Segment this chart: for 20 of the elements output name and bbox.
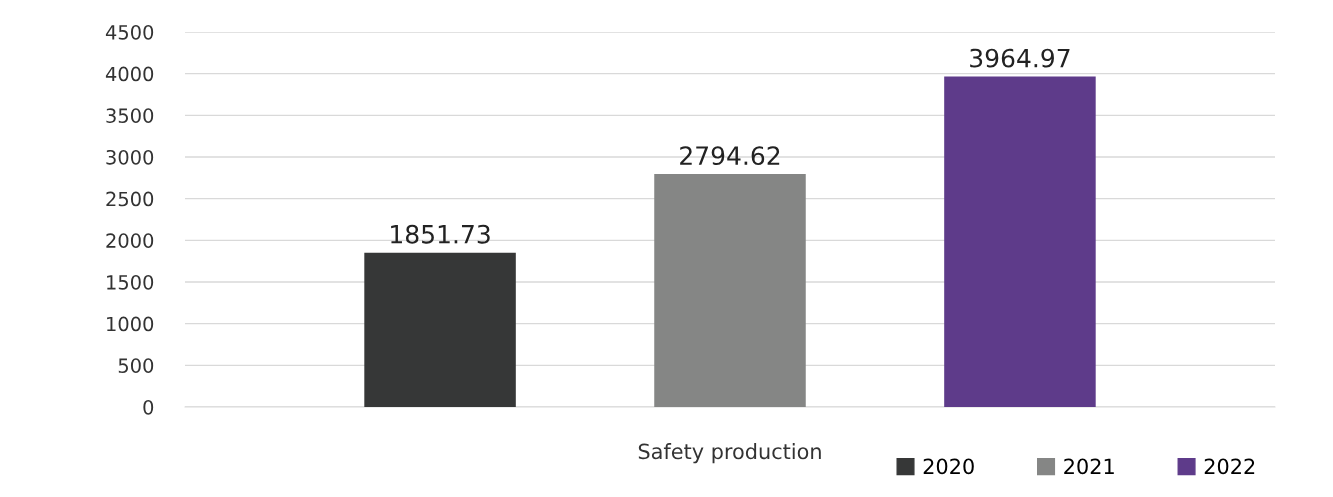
data-label: 3964.97 bbox=[970, 48, 1070, 68]
x-tick-label: Safety production bbox=[638, 443, 821, 464]
y-tick-label: 1000 bbox=[107, 316, 154, 332]
data-label: 2794.62 bbox=[680, 146, 780, 166]
y-tick-label: 1500 bbox=[107, 274, 154, 290]
y-tick-label: 2500 bbox=[106, 191, 154, 207]
bar bbox=[364, 252, 516, 407]
legend-label: 2022 bbox=[1204, 458, 1255, 475]
legend-label: 2020 bbox=[923, 458, 974, 475]
data-label: 1851.73 bbox=[391, 224, 490, 244]
bar bbox=[944, 76, 1096, 407]
y-tick-label: 2000 bbox=[106, 233, 154, 248]
y-tick-label: 500 bbox=[118, 358, 154, 373]
y-tick-label: 3500 bbox=[106, 108, 154, 123]
y-tick-label: 4500 bbox=[105, 24, 154, 40]
y-tick-label: 0 bbox=[143, 399, 154, 415]
y-tick-label: 4000 bbox=[105, 66, 154, 82]
y-tick-label: 3000 bbox=[106, 149, 154, 165]
bar bbox=[654, 174, 806, 407]
legend-label: 2021 bbox=[1064, 458, 1114, 475]
